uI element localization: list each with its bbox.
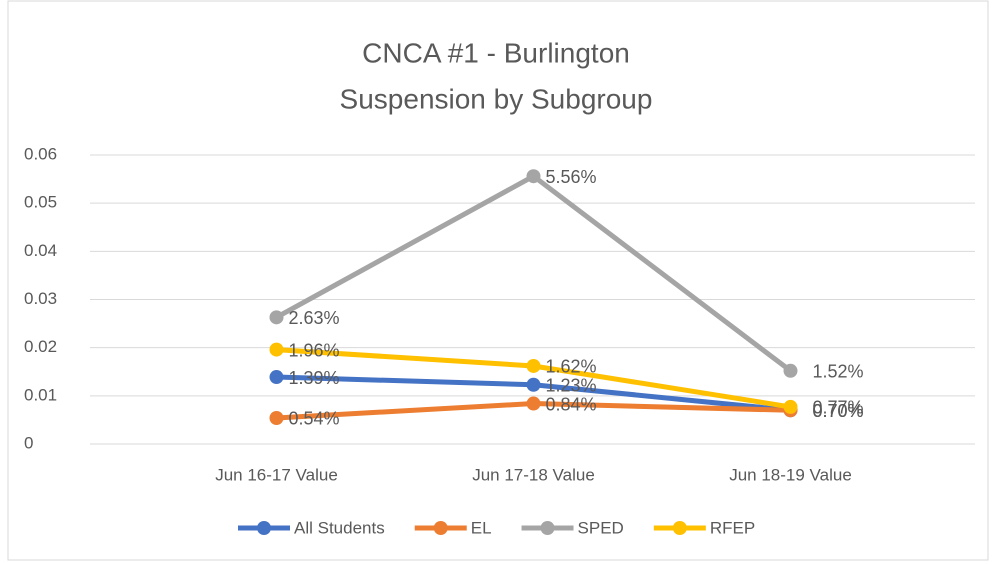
data-label: 1.52% (813, 362, 864, 382)
legend-label: SPED (578, 518, 624, 537)
data-label: 1.23% (546, 376, 597, 396)
data-label: 1.62% (546, 357, 597, 377)
data-point (526, 377, 541, 392)
data-label: 1.39% (289, 368, 340, 388)
y-tick-label: 0.05 (24, 193, 57, 212)
data-point (526, 396, 541, 411)
legend-marker (672, 521, 687, 535)
legend-label: All Students (294, 518, 385, 537)
legend-label: RFEP (710, 518, 755, 537)
data-point (269, 342, 284, 357)
legend-marker (257, 521, 271, 535)
chart-frame (7, 0, 989, 561)
legend-marker (433, 521, 448, 535)
data-label: 1.96% (289, 340, 340, 360)
data-label: 0.70% (813, 401, 864, 421)
x-tick-label: Jun 17-18 Value (472, 465, 595, 484)
legend-label: EL (471, 518, 492, 537)
data-label: 5.56% (546, 167, 597, 187)
y-tick-label: 0.03 (24, 289, 57, 308)
data-point (269, 310, 284, 325)
y-tick-label: 0.01 (24, 385, 57, 404)
data-label: 0.54% (289, 409, 340, 429)
data-point (269, 410, 284, 425)
x-tick-label: Jun 18-19 Value (729, 465, 852, 484)
data-label: 0.77% (813, 398, 864, 418)
data-point (526, 169, 541, 184)
chart-title: Suspension by Subgroup (340, 83, 653, 114)
y-tick-label: 0.04 (24, 241, 57, 260)
y-tick-label: 0 (24, 433, 33, 452)
y-tick-label: 0.06 (24, 144, 57, 163)
data-label: 0.70% (813, 401, 864, 421)
chart-title: CNCA #1 - Burlington (362, 37, 630, 68)
data-point (269, 370, 284, 385)
data-label: 2.63% (289, 308, 340, 328)
legend-marker (540, 521, 555, 535)
data-point (526, 358, 541, 373)
data-point (783, 363, 798, 378)
x-tick-label: Jun 16-17 Value (215, 465, 338, 484)
y-tick-label: 0.02 (24, 337, 57, 356)
data-label: 0.84% (546, 394, 597, 414)
data-point (783, 399, 798, 414)
